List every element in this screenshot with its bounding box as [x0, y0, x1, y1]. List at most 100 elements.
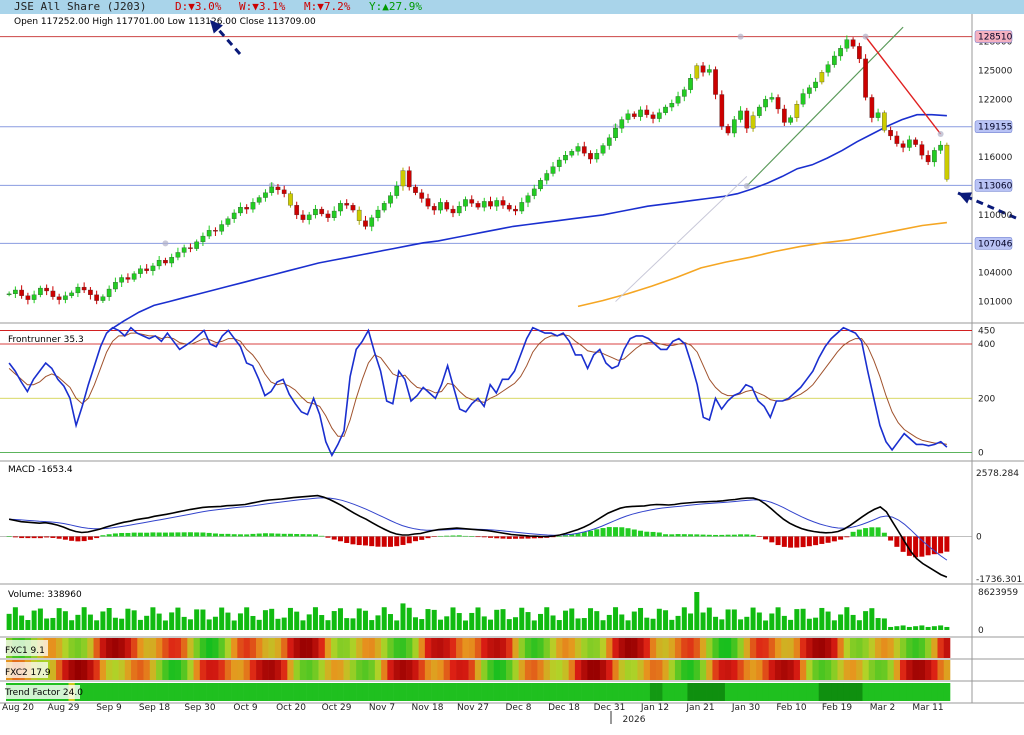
candle-body: [256, 197, 262, 203]
volume-panel[interactable]: Volume: 338960: [6, 590, 950, 630]
trend-factor-cell: [187, 683, 194, 701]
price-tick-label: 110000: [978, 211, 1013, 221]
fxc2-cell: [256, 660, 263, 680]
fxc2-cell: [787, 660, 795, 680]
candle-body: [356, 209, 362, 221]
price-panel[interactable]: [6, 19, 1017, 332]
fxc2-cell: [262, 660, 269, 680]
macd-histogram-bar: [869, 527, 875, 537]
x-tick-label: Nov 18: [412, 703, 444, 713]
candle-body: [563, 155, 568, 161]
trend-factor-cell: [687, 683, 694, 701]
candle-body: [781, 108, 787, 123]
trend-factor-cell: [837, 683, 845, 701]
fxc1-cell: [918, 638, 926, 658]
macd-histogram-bar: [663, 534, 669, 537]
candle-body: [813, 81, 818, 88]
macd-title: MACD -1653.4: [8, 465, 73, 475]
fxc1-cell: [293, 638, 301, 658]
macd-histogram-bar: [250, 533, 256, 537]
macd-histogram-bar: [700, 534, 706, 537]
volume-bar: [856, 620, 862, 630]
price-tick-label: 116000: [978, 153, 1013, 163]
fxc1-cell: [518, 638, 526, 658]
fxc1-cell: [531, 638, 538, 658]
macd-histogram-bar: [181, 532, 187, 537]
volume-bar: [462, 620, 468, 630]
trend-factor-cell: [524, 683, 532, 701]
macd-histogram-bar: [850, 531, 856, 537]
fxc1-cell: [768, 638, 776, 658]
candle-body: [550, 166, 556, 174]
macd-histogram-bar: [788, 536, 794, 548]
candle-body: [569, 151, 575, 156]
macd-histogram-bar: [462, 535, 468, 537]
macd-panel[interactable]: MACD -1653.4: [0, 465, 972, 578]
candle-body: [331, 210, 337, 218]
candle-body: [825, 64, 831, 73]
volume-bar: [731, 609, 737, 630]
trend-factor-cell: [537, 683, 544, 701]
macd-histogram-bar: [569, 534, 575, 537]
candle-body: [206, 230, 212, 237]
trend-factor-cell: [543, 683, 551, 701]
macd-histogram-bar: [400, 536, 406, 545]
volume-bar: [919, 625, 925, 630]
macd-histogram-bar: [194, 532, 200, 537]
trend-factor-cell: [618, 683, 626, 701]
candle-body: [156, 259, 162, 267]
trend-factor-cell: [918, 683, 926, 701]
fxc1-cell: [187, 638, 194, 658]
frontrunner-line: [8, 326, 948, 458]
fxc2-title-bg: [2, 662, 48, 678]
fxc1-cell: [462, 638, 469, 658]
volume-bar: [219, 607, 225, 630]
volume-bar: [225, 612, 231, 630]
volume-bar: [69, 620, 75, 630]
fxc2-cell: [731, 660, 738, 680]
volume-bar: [788, 619, 794, 630]
trend-factor-cell: [743, 683, 751, 701]
fxc1-cell: [749, 638, 757, 658]
candle-body: [438, 202, 443, 211]
volume-bar: [394, 620, 400, 630]
macd-histogram-bar: [156, 532, 162, 537]
trend-factor-cell: [624, 683, 632, 701]
fxc1-cell: [662, 638, 669, 658]
fxc1-cell: [656, 638, 663, 658]
fxc1-cell: [249, 638, 257, 658]
candle-body: [400, 170, 406, 187]
fxc2-cell: [143, 660, 151, 680]
fxc1-cell: [312, 638, 319, 658]
candle-body: [344, 203, 350, 206]
fxc1-cell: [456, 638, 463, 658]
fxc2-cell: [499, 660, 507, 680]
fxc2-cell: [749, 660, 757, 680]
trend-factor-cell: [218, 683, 226, 701]
fxc1-cell: [393, 638, 401, 658]
macd-histogram-bar: [588, 530, 594, 537]
x-tick-label: Nov 7: [369, 703, 395, 713]
macd-histogram-bar: [681, 534, 687, 537]
macd-histogram-bar: [75, 536, 81, 542]
fxc1-cell: [174, 638, 182, 658]
fxc1-cell: [706, 638, 713, 658]
fxc2-cell: [56, 660, 63, 680]
candle-body: [775, 97, 781, 110]
volume-bar: [669, 619, 675, 630]
volume-bar: [269, 608, 275, 630]
frontrunner-panel[interactable]: Frontrunner 35.3: [0, 326, 972, 458]
trendline-anchor: [737, 33, 744, 40]
macd-histogram-bar: [450, 535, 456, 537]
candle-body: [350, 205, 356, 211]
macd-histogram-bar: [362, 536, 368, 546]
trend-factor-cell: [193, 683, 201, 701]
fxc2-cell: [862, 660, 870, 680]
trend-factor-cell: [449, 683, 457, 701]
trend-factor-cell: [224, 683, 232, 701]
macd-histogram-bar: [269, 533, 275, 537]
fxc1-cell: [418, 638, 426, 658]
macd-tick-label: -1736.301: [976, 575, 1022, 585]
fxc1-cell: [143, 638, 151, 658]
